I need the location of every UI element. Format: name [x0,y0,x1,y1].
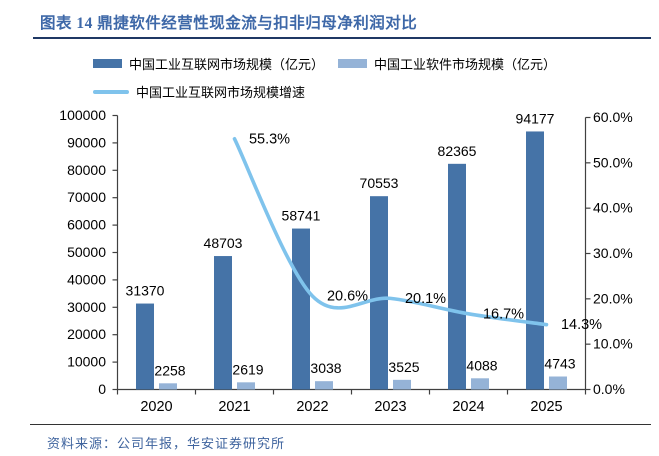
left-axis-tick-label: 30000 [67,299,106,315]
bar-data-label: 48703 [204,235,243,251]
bar-data-label: 3038 [310,360,341,376]
bars-group: 31370 48703 58741 70553 82365 94177 2258 2619 30… [126,110,576,390]
left-axis-tick-label: 10000 [67,354,106,370]
bar-industrial-internet [292,228,310,390]
legend-label: 中国工业互联网市场规模增速 [136,85,306,100]
bar-data-label: 31370 [126,283,165,299]
bar-data-label: 82365 [438,143,477,159]
figure-title: 图表 14 鼎捷软件经营性现金流与扣非归母净利润对比 [40,15,418,32]
bar-data-label: 70553 [360,175,399,191]
x-axis-category-label: 2024 [452,399,484,415]
left-axis-tick-label: 60000 [67,217,106,233]
x-axis-category-label: 2020 [140,399,172,415]
bar-industrial-internet [448,163,466,390]
title-underline [33,37,651,39]
left-axis-tick-label: 90000 [67,134,106,150]
bar-industrial-internet [370,196,388,390]
line-data-label: 55.3% [249,131,290,147]
growth-line-group: 55.3% 20.6% 20.1% 16.7% 14.3% [232,131,602,333]
line-data-label: 16.7% [483,306,524,322]
left-axis-tick-label: 70000 [67,189,106,205]
left-axis-tick-label: 40000 [67,271,106,287]
line-data-label: 20.1% [405,291,446,307]
right-axis-tick-label: 0.0% [593,381,625,397]
bar-industrial-software [471,378,489,390]
bar-industrial-internet [526,131,544,390]
bar-industrial-internet [136,303,154,390]
legend: 中国工业互联网市场规模（亿元） 中国工业软件市场规模（亿元） 中国工业互联网市场规模… [93,54,638,101]
legend-item-0: 中国工业互联网市场规模（亿元） [93,54,324,73]
legend-item-2: 中国工业互联网市场规模增速 [93,82,305,101]
bar-data-label: 4743 [544,356,575,372]
bar-industrial-internet [214,256,232,390]
axes: 0 10000 20000 30000 40000 50000 60000 70000 8000… [59,107,632,415]
bar-industrial-software [549,376,567,390]
right-axis-tick-label: 30.0% [593,245,633,261]
bar-industrial-software [315,381,333,390]
left-axis-tick-label: 80000 [67,162,106,178]
legend-bar-swatch [338,59,368,68]
legend-bar-swatch [93,59,122,68]
right-axis-tick-label: 20.0% [593,290,633,306]
bar-data-label: 58741 [282,208,321,224]
x-axis-category-label: 2025 [530,399,562,415]
bar-data-label: 2258 [154,362,185,378]
footer-divider [30,424,651,426]
legend-label: 中国工业软件市场规模（亿元） [374,57,557,72]
x-axis-category-label: 2023 [374,399,406,415]
line-data-label: 20.6% [327,289,368,305]
legend-label: 中国工业互联网市场规模（亿元） [129,57,325,72]
right-axis-tick-label: 60.0% [593,109,633,125]
bar-industrial-software [159,383,177,390]
left-axis-tick-label: 50000 [67,244,106,260]
left-axis-tick-label: 100000 [59,107,106,123]
bar-data-label: 2619 [232,361,263,377]
bar-data-label: 94177 [516,110,555,126]
right-axis-tick-label: 50.0% [593,154,633,170]
bar-data-label: 3525 [388,359,419,375]
x-axis-category-label: 2022 [296,399,328,415]
bar-industrial-software [237,382,255,390]
line-data-label: 14.3% [561,317,602,333]
legend-item-1: 中国工业软件市场规模（亿元） [338,54,556,73]
right-axis-tick-label: 40.0% [593,200,633,216]
source-note: 资料来源：公司年报，华安证券研究所 [47,436,286,451]
legend-line-swatch [93,89,129,94]
left-axis-tick-label: 20000 [67,326,106,342]
growth-line [232,137,549,327]
right-axis-tick-label: 10.0% [593,336,633,352]
bar-data-label: 4088 [466,357,497,373]
x-axis-category-label: 2021 [218,399,250,415]
bar-industrial-software [393,379,411,390]
left-axis-tick-label: 0 [98,381,106,397]
